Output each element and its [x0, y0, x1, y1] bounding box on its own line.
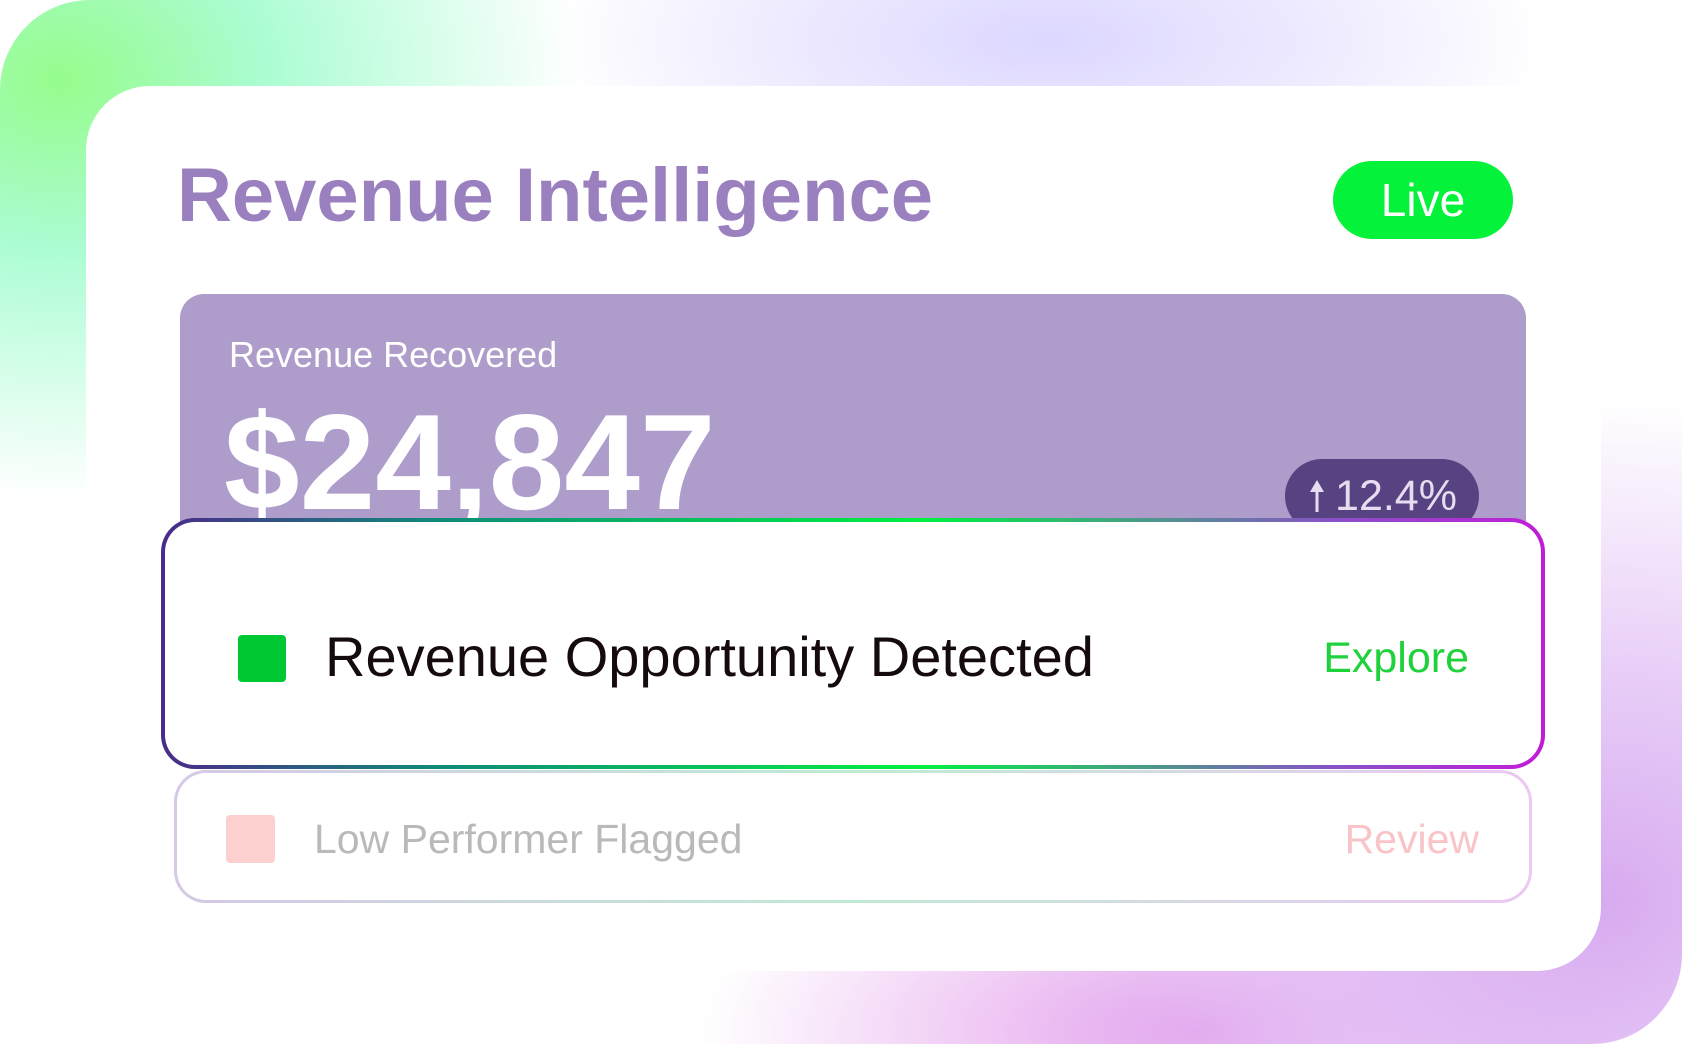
- status-square-icon: [238, 635, 286, 682]
- status-square-icon: [226, 815, 275, 863]
- page-title: Revenue Intelligence: [177, 153, 934, 238]
- change-value: 12.4%: [1335, 471, 1457, 520]
- alert-title: Low Performer Flagged: [314, 816, 743, 862]
- alert-low-performer[interactable]: Low Performer Flagged Review: [174, 770, 1532, 903]
- revenue-metric-panel: Revenue Recovered $24,847 12.4%: [180, 294, 1526, 534]
- alert-revenue-opportunity[interactable]: Revenue Opportunity Detected Explore: [161, 518, 1545, 769]
- review-link[interactable]: Review: [1344, 816, 1479, 862]
- live-status-badge: Live: [1333, 161, 1513, 239]
- alert-title: Revenue Opportunity Detected: [325, 625, 1094, 688]
- explore-link[interactable]: Explore: [1323, 634, 1469, 682]
- arrow-up-icon: [1310, 480, 1325, 512]
- metric-value: $24,847: [224, 386, 716, 534]
- metric-label: Revenue Recovered: [229, 334, 558, 375]
